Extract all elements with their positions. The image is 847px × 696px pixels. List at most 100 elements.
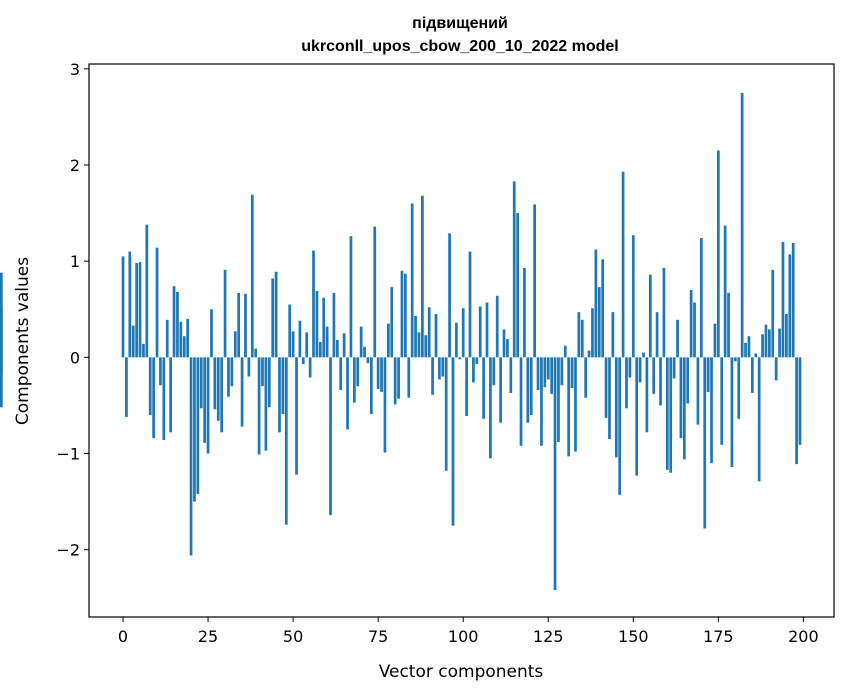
bar: [376, 357, 380, 390]
bar: [431, 357, 434, 395]
bar: [628, 357, 632, 378]
bar: [427, 307, 431, 358]
x-tick-label: 100: [448, 627, 479, 646]
bar: [288, 304, 292, 358]
bar: [679, 357, 683, 439]
bar: [138, 262, 142, 358]
bar: [373, 226, 377, 358]
bar: [349, 236, 353, 358]
bar: [186, 318, 190, 358]
bar: [618, 357, 622, 495]
bar: [247, 357, 251, 377]
bar: [591, 308, 594, 358]
bar: [193, 357, 196, 502]
bar: [315, 290, 319, 358]
bar: [601, 259, 605, 358]
bar: [152, 357, 155, 439]
bar: [560, 357, 564, 386]
bar: [567, 357, 571, 457]
bar: [512, 181, 516, 358]
bar: [203, 357, 207, 443]
bar: [142, 343, 145, 358]
bar: [448, 233, 451, 358]
chart-title-line1: підвищений: [412, 15, 508, 32]
bar: [604, 357, 608, 418]
bar: [710, 357, 713, 464]
bar: [475, 357, 479, 365]
bar: [145, 224, 149, 358]
bar: [642, 352, 645, 358]
bar: [676, 319, 679, 358]
bar: [774, 357, 778, 381]
bar: [577, 312, 581, 358]
bar: [410, 203, 414, 358]
bar: [682, 357, 686, 460]
bar: [489, 357, 492, 459]
bar: [733, 357, 737, 362]
x-tick-label: 150: [618, 627, 649, 646]
y-tick-label: 3: [70, 60, 80, 79]
bar: [169, 357, 172, 433]
bar: [322, 297, 326, 358]
bar: [318, 341, 322, 358]
bar: [625, 357, 628, 409]
x-tick-label: 125: [533, 627, 564, 646]
bar: [499, 357, 502, 423]
bar: [778, 328, 781, 358]
bar: [553, 357, 557, 591]
bar: [0, 357, 3, 371]
y-tick-label: 1: [70, 252, 80, 271]
bar: [716, 150, 720, 358]
x-tick-label: 200: [788, 627, 819, 646]
bar: [329, 357, 332, 516]
bar: [159, 357, 162, 386]
bar: [638, 357, 642, 383]
bar: [757, 357, 761, 482]
bar: [645, 357, 649, 433]
bar: [693, 302, 696, 358]
bar: [751, 357, 754, 393]
bar: [390, 287, 394, 358]
bar: [557, 357, 560, 442]
bar: [713, 323, 717, 358]
bar: [206, 357, 210, 454]
bar: [451, 357, 455, 526]
bar: [271, 278, 275, 358]
x-tick-label: 175: [703, 627, 734, 646]
bar: [363, 346, 366, 358]
bar: [737, 357, 741, 419]
bar: [250, 194, 254, 358]
bar: [686, 357, 690, 404]
bar: [312, 250, 315, 358]
bar: [342, 333, 346, 358]
bar: [295, 357, 298, 475]
bar: [584, 357, 588, 398]
bar: [210, 309, 213, 358]
y-tick-label: 0: [70, 348, 80, 367]
y-tick-label: 2: [70, 156, 80, 175]
bar: [179, 321, 183, 358]
bar: [230, 357, 234, 387]
bar: [720, 357, 724, 445]
bar: [441, 357, 445, 377]
bar: [407, 357, 411, 398]
bar: [533, 204, 536, 358]
bar: [655, 312, 659, 358]
bar: [264, 357, 268, 451]
bar: [199, 357, 203, 409]
bar: [506, 339, 509, 358]
bar: [135, 263, 138, 358]
bar: [529, 357, 533, 416]
bar: [176, 291, 179, 358]
bar: [254, 348, 258, 358]
bar: [220, 357, 224, 433]
bar: [196, 357, 200, 494]
bar: [543, 357, 547, 388]
bar: [148, 357, 152, 416]
bar: [455, 322, 458, 358]
bar: [614, 357, 618, 458]
bar: [608, 357, 611, 440]
bar: [764, 324, 768, 358]
bar: [574, 357, 577, 452]
x-axis-label: Vector components: [379, 662, 544, 682]
